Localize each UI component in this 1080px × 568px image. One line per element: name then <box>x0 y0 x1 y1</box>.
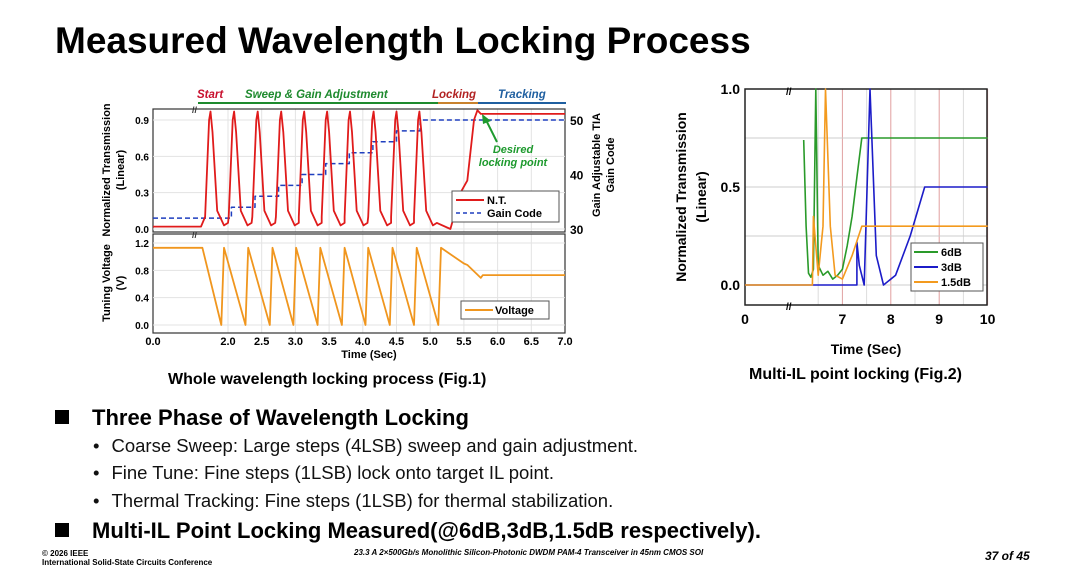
phase-label-1: Sweep & Gain Adjustment <box>245 89 389 101</box>
axis-break-icon: // <box>192 230 198 240</box>
fig2-ylabel: Normalized Transmission <box>673 112 689 282</box>
fig2-xtick: 0 <box>741 311 749 327</box>
fig2-series-1.5dB <box>745 88 988 286</box>
fig2-xtick: 8 <box>887 311 895 327</box>
legend-nt-label: N.T. <box>487 195 507 207</box>
fig2-series-3dB <box>745 88 988 286</box>
phase-label-3: Tracking <box>498 89 546 101</box>
fig1-top-ytick: 0.3 <box>135 189 149 200</box>
square-bullet-icon <box>55 523 69 537</box>
fig2-caption: Multi-IL point locking (Fig.2) <box>749 366 963 383</box>
bullet-text: Three Phase of Wavelength Locking <box>92 405 469 430</box>
fig1-bottom-ytick: 0.4 <box>135 294 149 305</box>
fig1-xtick: 3.5 <box>321 336 336 348</box>
axis-break-icon: // <box>786 87 792 98</box>
legend-voltage-label: Voltage <box>495 305 534 317</box>
fig1-xlabel: Time (Sec) <box>341 349 397 361</box>
footer-copyright: © 2026 IEEE <box>42 549 89 558</box>
figures: // // 0.0 0.3 0.6 0.9 30 40 50 0.0 0.4 0.8 1.2 0.0 2.0… <box>101 81 996 361</box>
sub-bullet: • Fine Tune: Fine steps (1LSB) lock onto … <box>93 462 555 483</box>
sub-bullet-text: Fine Tune: Fine steps (1LSB) lock onto t… <box>111 462 555 483</box>
fig2-xtick: 9 <box>935 311 943 327</box>
fig1-top-ytick: 0.0 <box>135 225 149 236</box>
annotation-arrow <box>485 119 498 143</box>
fig1-xtick: 0.0 <box>145 336 160 348</box>
fig1-caption: Whole wavelength locking process (Fig.1) <box>168 371 487 388</box>
sub-bullet-text: Coarse Sweep: Large steps (4LSB) sweep a… <box>111 435 639 456</box>
fig1-xtick: 2.0 <box>220 336 235 348</box>
square-bullet-icon <box>55 410 69 424</box>
fig1-xtick: 4.5 <box>389 336 404 348</box>
fig2-ytick: 0.5 <box>721 179 741 195</box>
fig1-y2tick: 50 <box>570 114 584 128</box>
fig2-ytick: 0.0 <box>721 277 741 293</box>
voltage-series <box>153 246 565 326</box>
page-number: 37 of 45 <box>985 549 1030 563</box>
fig1-xtick: 4.0 <box>355 336 370 348</box>
page-title: Measured Wavelength Locking Process <box>55 20 751 61</box>
fig1-y2tick: 30 <box>570 223 584 237</box>
footer-conference: International Solid-State Circuits Confe… <box>42 558 213 567</box>
axis-break-icon: // <box>192 105 198 115</box>
legend-label-6dB: 6dB <box>941 247 962 259</box>
fig1-top-ytick: 0.6 <box>135 152 149 163</box>
fig1-xtick: 2.5 <box>254 336 269 348</box>
fig1-y2tick: 40 <box>570 169 584 183</box>
fig1-bottom-ylabel: (V) <box>115 275 127 290</box>
phase-label-2: Locking <box>432 89 476 101</box>
bullet-multi-il: Multi-IL Point Locking Measured(@6dB,3dB… <box>55 518 761 544</box>
fig1-xtick: 5.5 <box>456 336 471 348</box>
fig1-top-plot-frame <box>152 108 566 233</box>
fig1-bottom-ytick: 0.8 <box>135 266 149 277</box>
annotation-desired-locking-point: locking point <box>479 157 549 169</box>
fig1-top-ylabel: (Linear) <box>115 149 127 190</box>
footer-paper-title: 23.3 A 2×500Gb/s Monolithic Silicon-Phot… <box>354 548 704 557</box>
fig1-y2label: Gain Adjustable TIA <box>591 113 603 217</box>
fig2-xlabel: Time (Sec) <box>831 341 902 357</box>
fig2-xtick: 7 <box>839 311 847 327</box>
sub-bullet-text: Thermal Tracking: Fine steps (1LSB) for … <box>111 490 614 511</box>
annotation-desired-locking-point: Desired <box>493 144 534 156</box>
gain-code-series <box>153 119 565 219</box>
sub-bullet: • Thermal Tracking: Fine steps (1LSB) for… <box>93 490 614 511</box>
axis-break-icon: // <box>786 302 792 313</box>
phase-label-0: Start <box>197 89 224 101</box>
legend-gain-label: Gain Code <box>487 208 542 220</box>
fig2-xtick: 10 <box>980 311 996 327</box>
legend-label-3dB: 3dB <box>941 262 962 274</box>
fig1-bottom-legend <box>460 300 550 320</box>
fig2-ytick: 1.0 <box>721 81 741 97</box>
fig1-xtick: 3.0 <box>288 336 303 348</box>
nt-series <box>153 109 565 230</box>
fig1-bottom-ylabel: Tuning Voltage <box>101 244 113 322</box>
bullet-text: Multi-IL Point Locking Measured(@6dB,3dB… <box>92 518 761 543</box>
fig1-top-ytick: 0.9 <box>135 116 149 127</box>
fig1-xtick: 6.5 <box>524 336 539 348</box>
fig1-y2label: Gain Code <box>605 137 617 192</box>
fig1-bottom-plot-frame <box>152 233 566 334</box>
fig2-series-6dB <box>802 88 988 280</box>
fig1-top-ylabel: Normalized Transmission <box>101 103 113 237</box>
arrow-head-icon <box>482 114 491 124</box>
fig1-xtick: 5.0 <box>423 336 438 348</box>
bullet-three-phase: Three Phase of Wavelength Locking <box>55 405 469 431</box>
fig1-bottom-ytick: 0.0 <box>135 321 149 332</box>
fig1-top-legend <box>451 190 560 223</box>
fig2-ylabel: (Linear) <box>693 171 709 222</box>
fig1-bottom-ytick: 1.2 <box>135 239 149 250</box>
legend-label-1.5dB: 1.5dB <box>941 277 971 289</box>
sub-bullet: • Coarse Sweep: Large steps (4LSB) sweep … <box>93 435 639 456</box>
fig1-xtick: 6.0 <box>490 336 505 348</box>
fig2-plot-frame <box>744 88 988 306</box>
fig1-xtick: 7.0 <box>557 336 572 348</box>
